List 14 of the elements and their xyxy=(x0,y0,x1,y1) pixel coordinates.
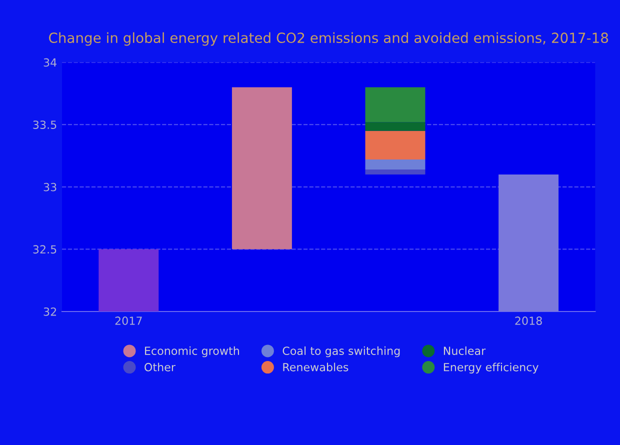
y-tick-label: 33 xyxy=(44,182,56,192)
x-tick-label: 2018 xyxy=(515,316,542,325)
legend-label: Nuclear xyxy=(444,346,486,356)
legend-label: Coal to gas switching xyxy=(282,346,400,358)
legend-label: Renewables xyxy=(283,362,348,372)
legend-label: Economic growth xyxy=(145,346,239,358)
chart-title: Change in global energy related CO2 emissions and avoided emissions, 2017-18 xyxy=(48,32,608,46)
y-tick-label: 32.5 xyxy=(33,245,56,254)
y-tick-label: 33.5 xyxy=(33,120,56,129)
legend-label: Energy efficiency xyxy=(444,362,538,374)
legend-label: Other xyxy=(144,362,176,372)
y-tick-label: 34 xyxy=(44,58,57,67)
y-tick-label: 32 xyxy=(44,307,56,316)
x-tick-label: 2017 xyxy=(115,316,142,325)
